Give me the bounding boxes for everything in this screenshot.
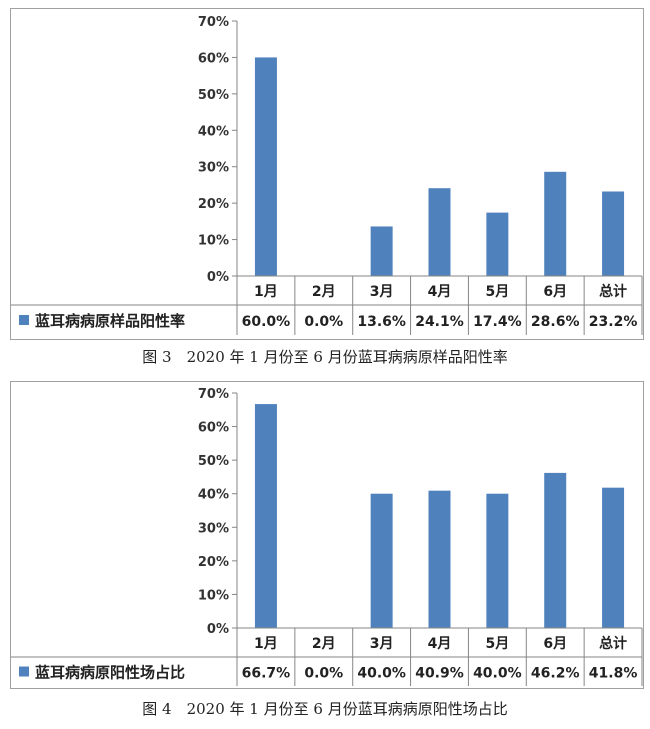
y-tick-label: 20% [198,197,229,212]
data-label: 0.0% [304,314,343,330]
category-label: 总计 [599,635,627,652]
data-label: 41.8% [589,666,638,682]
data-label: 23.2% [589,314,638,330]
legend-label: 蓝耳病病原样品阳性率 [35,312,185,330]
category-label: 1月 [254,636,278,652]
bar [544,472,567,628]
data-label: 40.9% [415,666,464,682]
category-label: 4月 [428,636,452,652]
y-tick-label: 40% [198,124,229,139]
bar-chart: 0% 10% 20% 30% 40% 50% 60% 70% 1月 2月 3月 4月 5月 6月 总计蓝耳病… [11,15,643,335]
y-tick-label: 50% [198,88,229,103]
y-tick-label: 10% [198,234,229,249]
bar [254,57,277,276]
data-label: 0.0% [304,666,343,682]
bar-chart: 0% 10% 20% 30% 40% 50% 60% 70% 1月 2月 3月 4月 5月 6月 总计蓝耳病… [11,387,643,686]
bar [486,493,509,628]
legend-key [19,315,29,325]
data-label: 28.6% [531,314,580,330]
category-label: 5月 [485,636,509,652]
legend-label: 蓝耳病病原阳性场占比 [35,664,185,682]
category-label: 6月 [543,284,567,300]
y-tick-label: 40% [198,488,229,503]
y-tick-label: 60% [198,421,229,436]
bar [428,490,451,628]
legend-key [19,666,29,677]
category-label: 2月 [312,284,336,300]
y-tick-label: 60% [198,51,229,66]
bar [370,493,393,628]
y-tick-label: 0% [207,270,229,285]
data-label: 24.1% [415,314,464,330]
data-label: 13.6% [357,314,406,330]
category-label: 4月 [428,284,452,300]
y-tick-label: 50% [198,454,229,469]
bar [602,487,625,628]
bar [486,212,509,276]
category-label: 1月 [254,284,278,300]
bar [254,404,277,628]
category-label: 5月 [485,284,509,300]
bar [370,226,393,276]
category-label: 3月 [370,636,394,652]
category-label: 6月 [543,636,567,652]
bar [428,188,451,276]
category-label: 3月 [370,284,394,300]
data-label: 66.7% [242,666,291,682]
y-tick-label: 30% [198,161,229,176]
y-tick-label: 10% [198,588,229,603]
category-label: 总计 [599,283,627,300]
bar [602,191,625,276]
y-tick-label: 0% [207,622,229,637]
data-label: 17.4% [473,314,522,330]
category-label: 2月 [312,636,336,652]
figure-caption: 图 4 2020 年 1 月份至 6 月份蓝耳病病原阳性场占比 [142,700,508,718]
chart-frame: 0% 10% 20% 30% 40% 50% 60% 70% 1月 2月 3月 4月 5月 6月 总计蓝耳病… [10,381,644,689]
y-tick-label: 70% [198,15,229,30]
figure-caption: 图 3 2020 年 1 月份至 6 月份蓝耳病病原样品阳性率 [142,348,508,366]
y-tick-label: 20% [198,555,229,570]
bar [544,171,567,276]
y-tick-label: 70% [198,387,229,402]
data-label: 40.0% [473,666,522,682]
data-label: 40.0% [357,666,406,682]
y-tick-label: 30% [198,521,229,536]
data-label: 46.2% [531,666,580,682]
data-label: 60.0% [242,314,291,330]
chart-frame: 0% 10% 20% 30% 40% 50% 60% 70% 1月 2月 3月 4月 5月 6月 总计蓝耳病… [10,8,644,340]
